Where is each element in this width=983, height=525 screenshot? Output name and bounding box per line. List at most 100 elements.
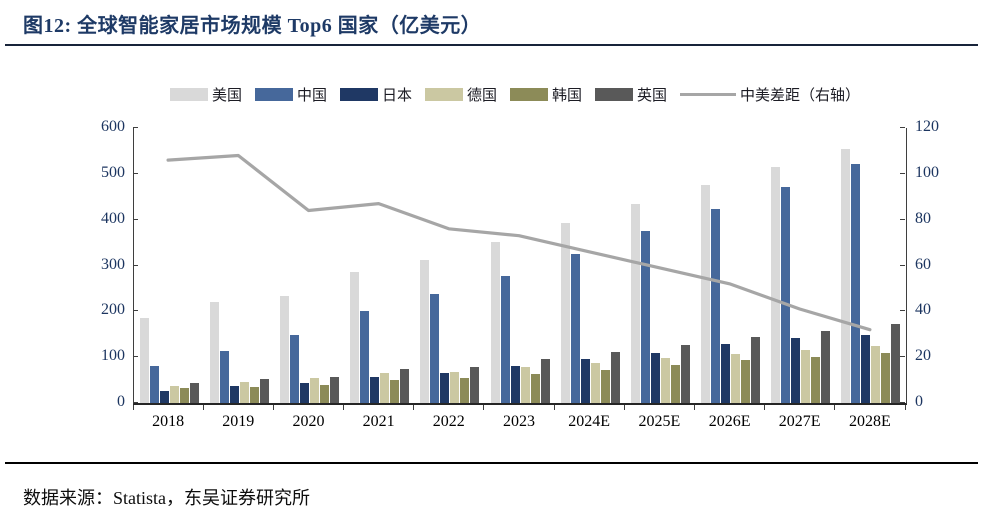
bar-japan-2026E [721,344,730,403]
x-axis-label-2021: 2021 [362,413,395,430]
left-axis-tick [133,310,138,312]
left-axis-tick [133,127,138,128]
x-axis-label-2026E: 2026E [708,413,751,430]
bottom-axis-tick [132,405,134,410]
bar-germany-2026E [731,353,740,403]
japan-swatch-icon [339,87,378,101]
right-axis-label: 40 [915,301,931,319]
bar-us-2025E [630,204,640,403]
bar-us-2020 [280,296,289,403]
bar-germany-2020 [310,378,319,403]
bar-germany-2023 [520,366,530,403]
bar-korea-2023 [530,373,540,403]
bar-japan-2019 [229,386,239,403]
bar-china-2025E [640,231,650,403]
legend-item-us: 美国 [169,84,242,105]
legend-label-us: 美国 [211,87,242,104]
x-axis-label-2025E: 2025E [638,413,681,430]
figure-title: 图12: 全球智能家居市场规模 Top6 国家（亿美元） [23,15,482,37]
x-axis-label-2027E: 2027E [778,413,821,430]
bottom-axis-tick [343,405,344,410]
right-axis-label: 0 [915,393,923,410]
legend-item-us-china-gap: 中美差距（右轴） [680,84,860,105]
bar-us-2026E [701,184,710,403]
bar-korea-2027E [811,357,821,403]
bar-us-2019 [209,302,219,403]
bar-uk-2028E [891,323,901,403]
bar-germany-2019 [239,382,249,403]
bar-korea-2020 [320,384,329,403]
legend-label-japan: 日本 [381,87,412,104]
title-divider [5,44,978,46]
bar-us-2028E [841,148,851,403]
x-axis-label-2022: 2022 [432,413,465,430]
left-axis-tick [133,172,138,174]
bar-japan-2027E [791,337,801,403]
bar-china-2021 [360,311,370,403]
chart-legend: 美国 中国 日本 德国 韩国 英国 中美差距（右轴） [100,84,930,105]
bar-us-2027E [771,167,781,403]
x-axis-label-2020: 2020 [292,413,325,430]
bar-japan-2020 [300,382,309,403]
bar-uk-2018 [189,383,199,403]
legend-item-korea: 韩国 [510,84,582,105]
bottom-axis-tick [694,405,695,410]
bar-china-2024E [570,253,580,403]
korea-swatch-icon [510,87,548,101]
bar-japan-2022 [440,372,450,403]
bar-china-2019 [219,351,229,403]
bar-korea-2021 [390,380,400,403]
bar-china-2027E [781,186,791,403]
bar-china-2026E [711,208,720,403]
left-axis-tick [133,264,138,266]
bar-japan-2018 [159,390,169,403]
germany-swatch-icon [424,87,463,101]
legend-label-germany: 德国 [466,87,497,104]
right-axis-tick [900,264,905,266]
left-axis-label: 300 [101,255,125,273]
right-axis-tick [900,356,905,358]
left-axis-label: 100 [101,347,125,365]
bar-us-2021 [350,271,360,403]
right-axis-tick [900,127,905,128]
bar-korea-2019 [249,386,259,403]
bar-germany-2028E [871,345,881,403]
us-china-gap-line [166,153,872,332]
legend-label-us-china-gap: 中美差距（右轴） [740,87,861,104]
bar-us-2018 [139,318,149,403]
left-axis-tick [133,402,138,403]
bar-germany-2021 [380,372,390,403]
left-axis-label: 0 [117,393,125,410]
bar-korea-2026E [741,360,750,403]
right-axis-label: 120 [915,118,939,135]
left-axis-label: 400 [101,209,125,227]
bar-china-2023 [500,275,510,403]
bottom-axis-tick [834,405,836,410]
legend-label-uk: 英国 [637,87,668,104]
x-axis-label-2028E: 2028E [849,413,891,430]
legend-item-china: 中国 [254,84,327,105]
plot-area [133,128,907,405]
footer-divider [5,462,978,464]
bar-germany-2027E [801,350,811,403]
bar-china-2028E [851,163,861,403]
bar-korea-2018 [179,387,189,403]
bar-japan-2025E [650,352,660,403]
x-axis-label-2018: 2018 [152,413,185,430]
right-axis-tick [900,218,905,220]
bar-korea-2028E [881,352,891,403]
bar-uk-2027E [821,331,831,403]
legend-label-korea: 韩国 [552,87,583,104]
bar-germany-2018 [169,385,179,403]
bar-us-2024E [560,223,570,403]
bar-korea-2022 [460,377,470,403]
bar-japan-2023 [510,366,520,403]
bar-uk-2019 [259,379,269,403]
left-axis-label: 600 [101,118,125,135]
bottom-axis-tick [483,405,485,410]
bar-uk-2022 [470,367,480,403]
bottom-axis-tick [764,405,766,410]
right-axis-label: 100 [915,163,939,181]
x-axis-label-2023: 2023 [502,413,535,430]
legend-item-uk: 英国 [595,84,667,105]
